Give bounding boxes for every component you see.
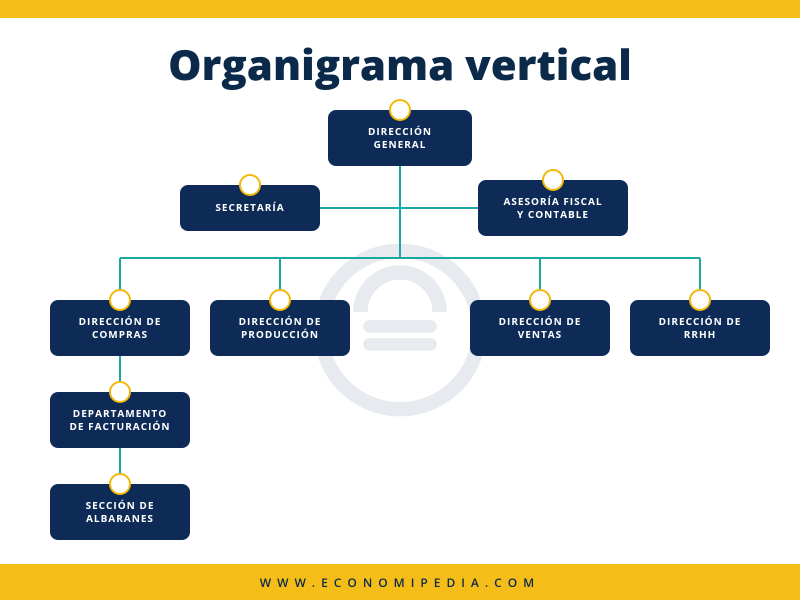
node-medal-icon (239, 174, 261, 196)
node-medal-icon (689, 289, 711, 311)
node-medal-icon (542, 169, 564, 191)
node-medal-icon (389, 99, 411, 121)
node-medal-icon (109, 473, 131, 495)
node-medal-icon (109, 381, 131, 403)
node-medal-icon (269, 289, 291, 311)
footer-url: WWW.ECONOMIPEDIA.COM (260, 574, 541, 591)
node-medal-icon (529, 289, 551, 311)
node-medal-icon (109, 289, 131, 311)
accent-bar-bottom: WWW.ECONOMIPEDIA.COM (0, 564, 800, 600)
org-chart: DIRECCIÓN GENERALSECRETARÍAASESORÍA FISC… (0, 0, 800, 600)
